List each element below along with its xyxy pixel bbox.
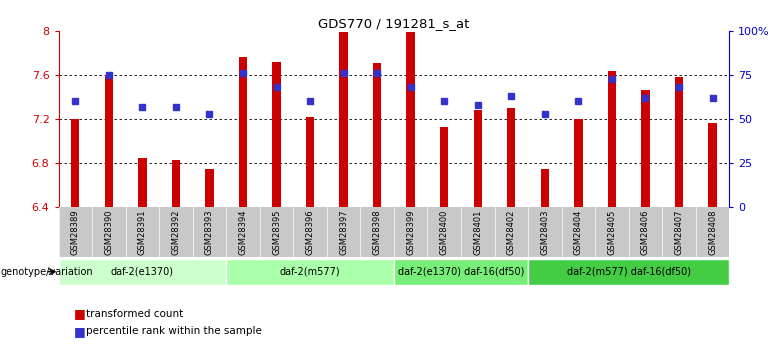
Text: GSM28408: GSM28408 xyxy=(708,209,717,255)
Text: GSM28393: GSM28393 xyxy=(205,209,214,255)
Text: GSM28402: GSM28402 xyxy=(507,209,516,255)
Bar xyxy=(507,108,516,207)
Bar xyxy=(675,77,683,207)
Bar xyxy=(306,117,314,207)
Text: GSM28406: GSM28406 xyxy=(641,209,650,255)
Text: GSM28397: GSM28397 xyxy=(339,209,348,255)
Text: GSM28404: GSM28404 xyxy=(574,209,583,255)
Bar xyxy=(608,71,616,207)
Bar xyxy=(138,158,147,207)
Text: GSM28396: GSM28396 xyxy=(306,209,314,255)
Bar xyxy=(528,259,729,285)
Bar xyxy=(406,32,415,207)
Bar xyxy=(339,32,348,207)
Bar xyxy=(172,160,180,207)
Text: GSM28401: GSM28401 xyxy=(473,209,482,255)
Title: GDS770 / 191281_s_at: GDS770 / 191281_s_at xyxy=(318,17,470,30)
Bar xyxy=(71,119,80,207)
Bar xyxy=(473,110,482,207)
Text: GSM28405: GSM28405 xyxy=(608,209,616,255)
Text: GSM28403: GSM28403 xyxy=(541,209,549,255)
Text: GSM28400: GSM28400 xyxy=(440,209,448,255)
Text: GSM28399: GSM28399 xyxy=(406,209,415,255)
Text: GSM28389: GSM28389 xyxy=(71,209,80,255)
Bar xyxy=(440,127,448,207)
Text: daf-2(m577): daf-2(m577) xyxy=(280,267,340,277)
Bar xyxy=(272,62,281,207)
Text: GSM28390: GSM28390 xyxy=(105,209,113,255)
Bar xyxy=(373,63,381,207)
Text: ■: ■ xyxy=(74,325,86,338)
Text: GSM28394: GSM28394 xyxy=(239,209,247,255)
Bar xyxy=(58,259,226,285)
Bar xyxy=(641,90,650,207)
Bar xyxy=(105,75,113,207)
Text: GSM28395: GSM28395 xyxy=(272,209,281,255)
Text: daf-2(m577) daf-16(df50): daf-2(m577) daf-16(df50) xyxy=(567,267,690,277)
Text: GSM28398: GSM28398 xyxy=(373,209,381,255)
Text: GSM28392: GSM28392 xyxy=(172,209,180,255)
Text: GSM28391: GSM28391 xyxy=(138,209,147,255)
Bar xyxy=(574,119,583,207)
Bar xyxy=(239,57,247,207)
Text: ■: ■ xyxy=(74,307,86,321)
Text: daf-2(e1370): daf-2(e1370) xyxy=(111,267,174,277)
Text: genotype/variation: genotype/variation xyxy=(1,267,94,277)
Text: GSM28407: GSM28407 xyxy=(675,209,683,255)
Bar xyxy=(541,168,549,207)
Bar xyxy=(205,168,214,207)
Bar xyxy=(394,259,528,285)
Bar xyxy=(708,124,717,207)
Text: transformed count: transformed count xyxy=(86,309,183,319)
Text: percentile rank within the sample: percentile rank within the sample xyxy=(86,326,261,336)
Text: daf-2(e1370) daf-16(df50): daf-2(e1370) daf-16(df50) xyxy=(398,267,524,277)
Bar xyxy=(226,259,394,285)
